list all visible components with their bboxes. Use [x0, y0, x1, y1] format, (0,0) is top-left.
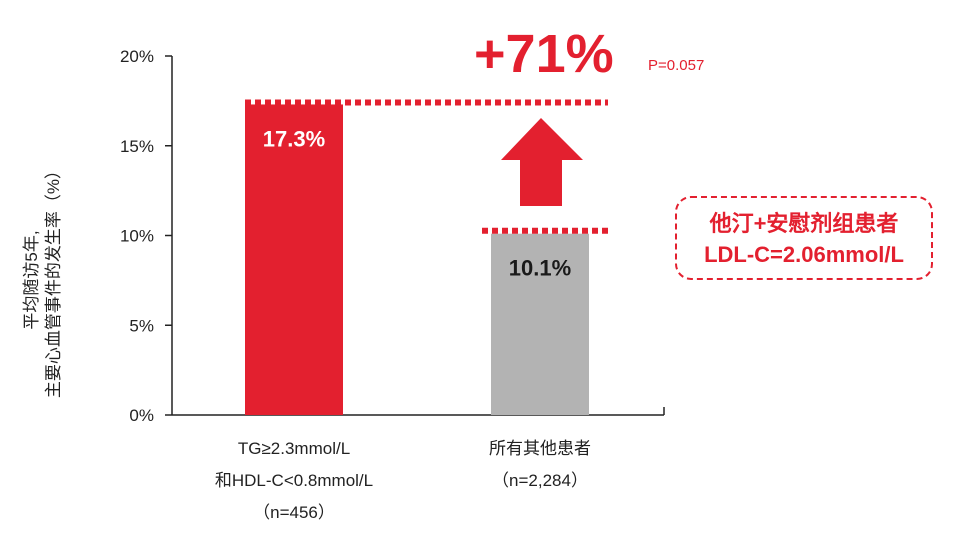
bar [491, 233, 589, 415]
data-label: 10.1% [509, 256, 571, 281]
category-label: TG≥2.3mmol/L [238, 439, 350, 458]
data-label: 17.3% [263, 126, 325, 151]
category-label: 所有其他患者 [489, 439, 591, 458]
y-tick-label: 20% [120, 47, 154, 66]
category-label: 和HDL-C<0.8mmol/L [215, 471, 373, 490]
y-tick-label: 15% [120, 137, 154, 156]
category-label: （n=2,284） [492, 471, 588, 490]
category-label: （n=456） [253, 503, 335, 522]
bar [245, 104, 343, 415]
y-tick-label: 5% [129, 316, 154, 335]
y-axis-title: 平均随访5年, 主要心血管事件的发生率（%） [22, 162, 63, 398]
p-value-label: P=0.057 [648, 57, 704, 74]
y-tick-label: 0% [129, 406, 154, 425]
box-line-1: 他汀+安慰剂组患者 [709, 211, 899, 236]
reference-group-box: 他汀+安慰剂组患者 LDL-C=2.06mmol/L [675, 196, 933, 280]
y-axis-title-line: 主要心血管事件的发生率（%） [44, 162, 63, 398]
y-axis-title-line: 平均随访5年, [22, 230, 41, 329]
increase-label: +71% [474, 24, 614, 84]
up-arrow-icon [501, 118, 583, 206]
box-line-2: LDL-C=2.06mmol/L [704, 242, 904, 267]
y-tick-label: 10% [120, 227, 154, 246]
